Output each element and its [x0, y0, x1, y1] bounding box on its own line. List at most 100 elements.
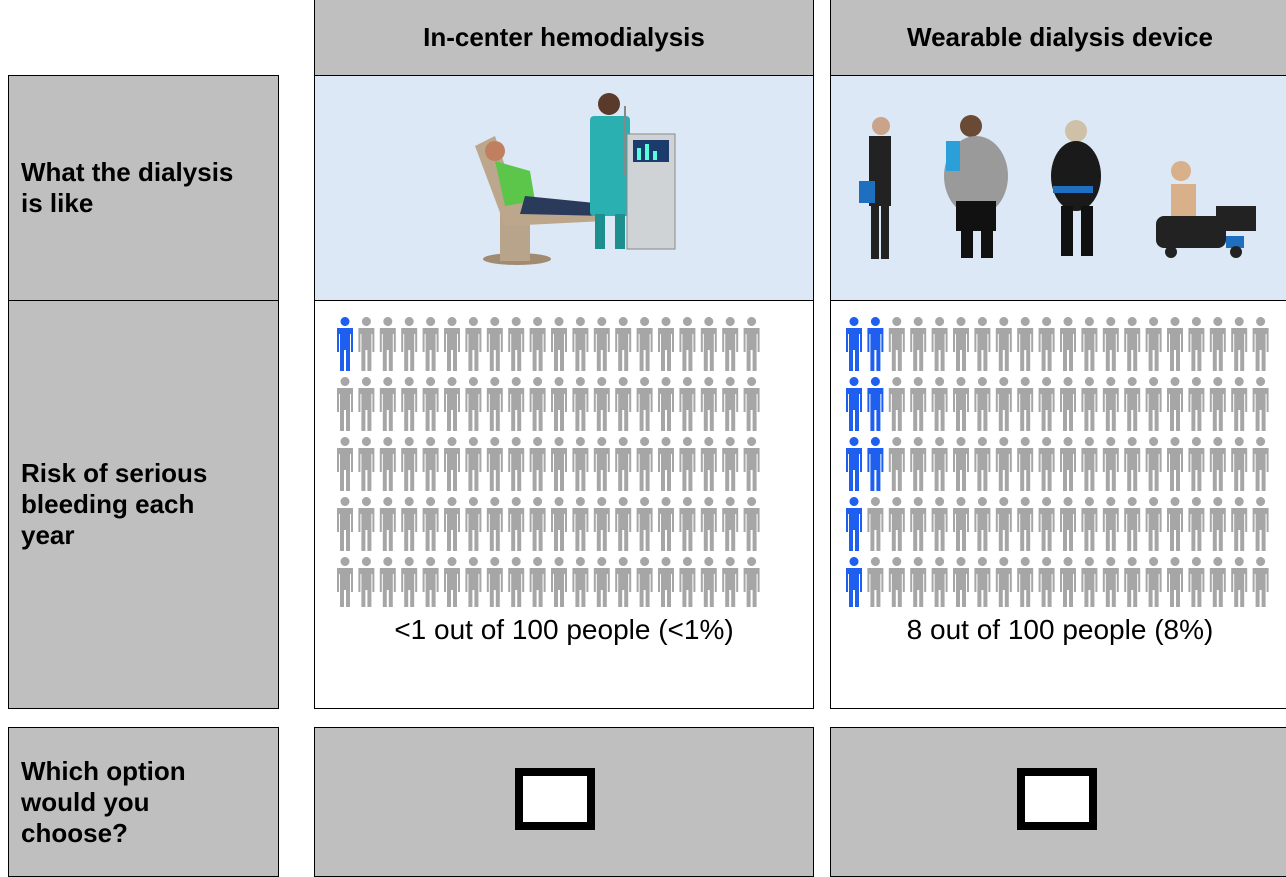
person-icon [1252, 317, 1269, 371]
person-icon [529, 377, 546, 431]
person-icon [358, 437, 375, 491]
person-icon [888, 557, 905, 607]
row-label-text: Risk of serious bleeding each year [21, 458, 208, 550]
person-icon [422, 317, 439, 371]
person-icon [1038, 317, 1055, 371]
person-icon [700, 557, 717, 607]
person-icon [358, 497, 375, 551]
person-icon [722, 437, 739, 491]
person-icon [1102, 377, 1119, 431]
person-icon [1145, 437, 1162, 491]
person-icon [486, 377, 503, 431]
person-icon [888, 377, 905, 431]
person-icon [593, 497, 610, 551]
person-icon [931, 377, 948, 431]
person-icon [953, 377, 969, 431]
person-icon [1231, 557, 1248, 607]
highlighted-person-icon [846, 317, 862, 371]
person-icon [379, 377, 396, 431]
person-icon [1209, 377, 1226, 431]
person-icon [953, 317, 969, 371]
person-icon [867, 497, 884, 551]
person-icon [953, 497, 969, 551]
person-icon [931, 497, 948, 551]
person-icon [743, 377, 760, 431]
person-icon [658, 557, 674, 607]
checkbox[interactable] [1017, 768, 1097, 830]
person-icon [1081, 497, 1098, 551]
person-icon [486, 557, 503, 607]
person-icon [1017, 557, 1034, 607]
person-icon [658, 437, 674, 491]
person-icon [444, 377, 460, 431]
person-icon [1209, 557, 1226, 607]
person-icon [1167, 317, 1183, 371]
person-icon [1188, 377, 1205, 431]
person-icon [1188, 437, 1205, 491]
person-icon [529, 557, 546, 607]
row-label: What the dialysis is like [8, 75, 279, 301]
checkbox[interactable] [515, 768, 595, 830]
person-icon [636, 557, 653, 607]
icon-array [846, 317, 1269, 607]
person-icon [379, 557, 396, 607]
person-icon [1038, 437, 1055, 491]
person-icon [888, 317, 905, 371]
person-icon [1124, 437, 1141, 491]
person-icon [1102, 317, 1119, 371]
person-icon [1252, 437, 1269, 491]
person-icon [931, 437, 948, 491]
person-icon [1188, 497, 1205, 551]
person-icon [974, 377, 991, 431]
person-icon [593, 377, 610, 431]
person-icon [486, 317, 503, 371]
person-icon [910, 317, 927, 371]
highlighted-person-icon [846, 557, 862, 607]
row-label: Which option would you choose? [8, 727, 279, 877]
person-icon [636, 317, 653, 371]
person-icon [1188, 557, 1205, 607]
person-icon [337, 377, 353, 431]
person-icon [743, 437, 760, 491]
person-icon [358, 377, 375, 431]
person-icon [593, 437, 610, 491]
person-icon [974, 557, 991, 607]
person-icon [422, 497, 439, 551]
person-icon [508, 497, 525, 551]
person-icon [1038, 497, 1055, 551]
column-header: Wearable dialysis device [830, 0, 1286, 76]
person-icon [1231, 497, 1248, 551]
person-icon [551, 497, 567, 551]
person-icon [551, 377, 567, 431]
risk-text: 8 out of 100 people (8%) [906, 614, 1214, 645]
highlighted-person-icon [867, 317, 884, 371]
person-icon [337, 497, 353, 551]
person-icon [615, 317, 632, 371]
person-icon [867, 557, 884, 607]
person-icon [358, 317, 375, 371]
person-icon [910, 377, 927, 431]
illustration-cell [314, 75, 814, 301]
person-icon [529, 437, 546, 491]
risk-cell: <1 out of 100 people (<1%) [314, 300, 814, 709]
person-icon [1060, 437, 1076, 491]
person-icon [658, 497, 674, 551]
person-icon [401, 317, 418, 371]
person-icon [658, 317, 674, 371]
person-icon [722, 377, 739, 431]
person-icon [910, 497, 927, 551]
person-icon [636, 497, 653, 551]
person-icon [572, 437, 589, 491]
person-icon [722, 497, 739, 551]
person-icon [1167, 437, 1183, 491]
person-icon [1167, 377, 1183, 431]
person-icon [679, 497, 696, 551]
person-icon [422, 437, 439, 491]
person-icon [572, 377, 589, 431]
risk-cell: 8 out of 100 people (8%) [830, 300, 1286, 709]
person-icon [1231, 377, 1248, 431]
person-icon [444, 437, 460, 491]
person-icon [1038, 377, 1055, 431]
person-icon [401, 437, 418, 491]
